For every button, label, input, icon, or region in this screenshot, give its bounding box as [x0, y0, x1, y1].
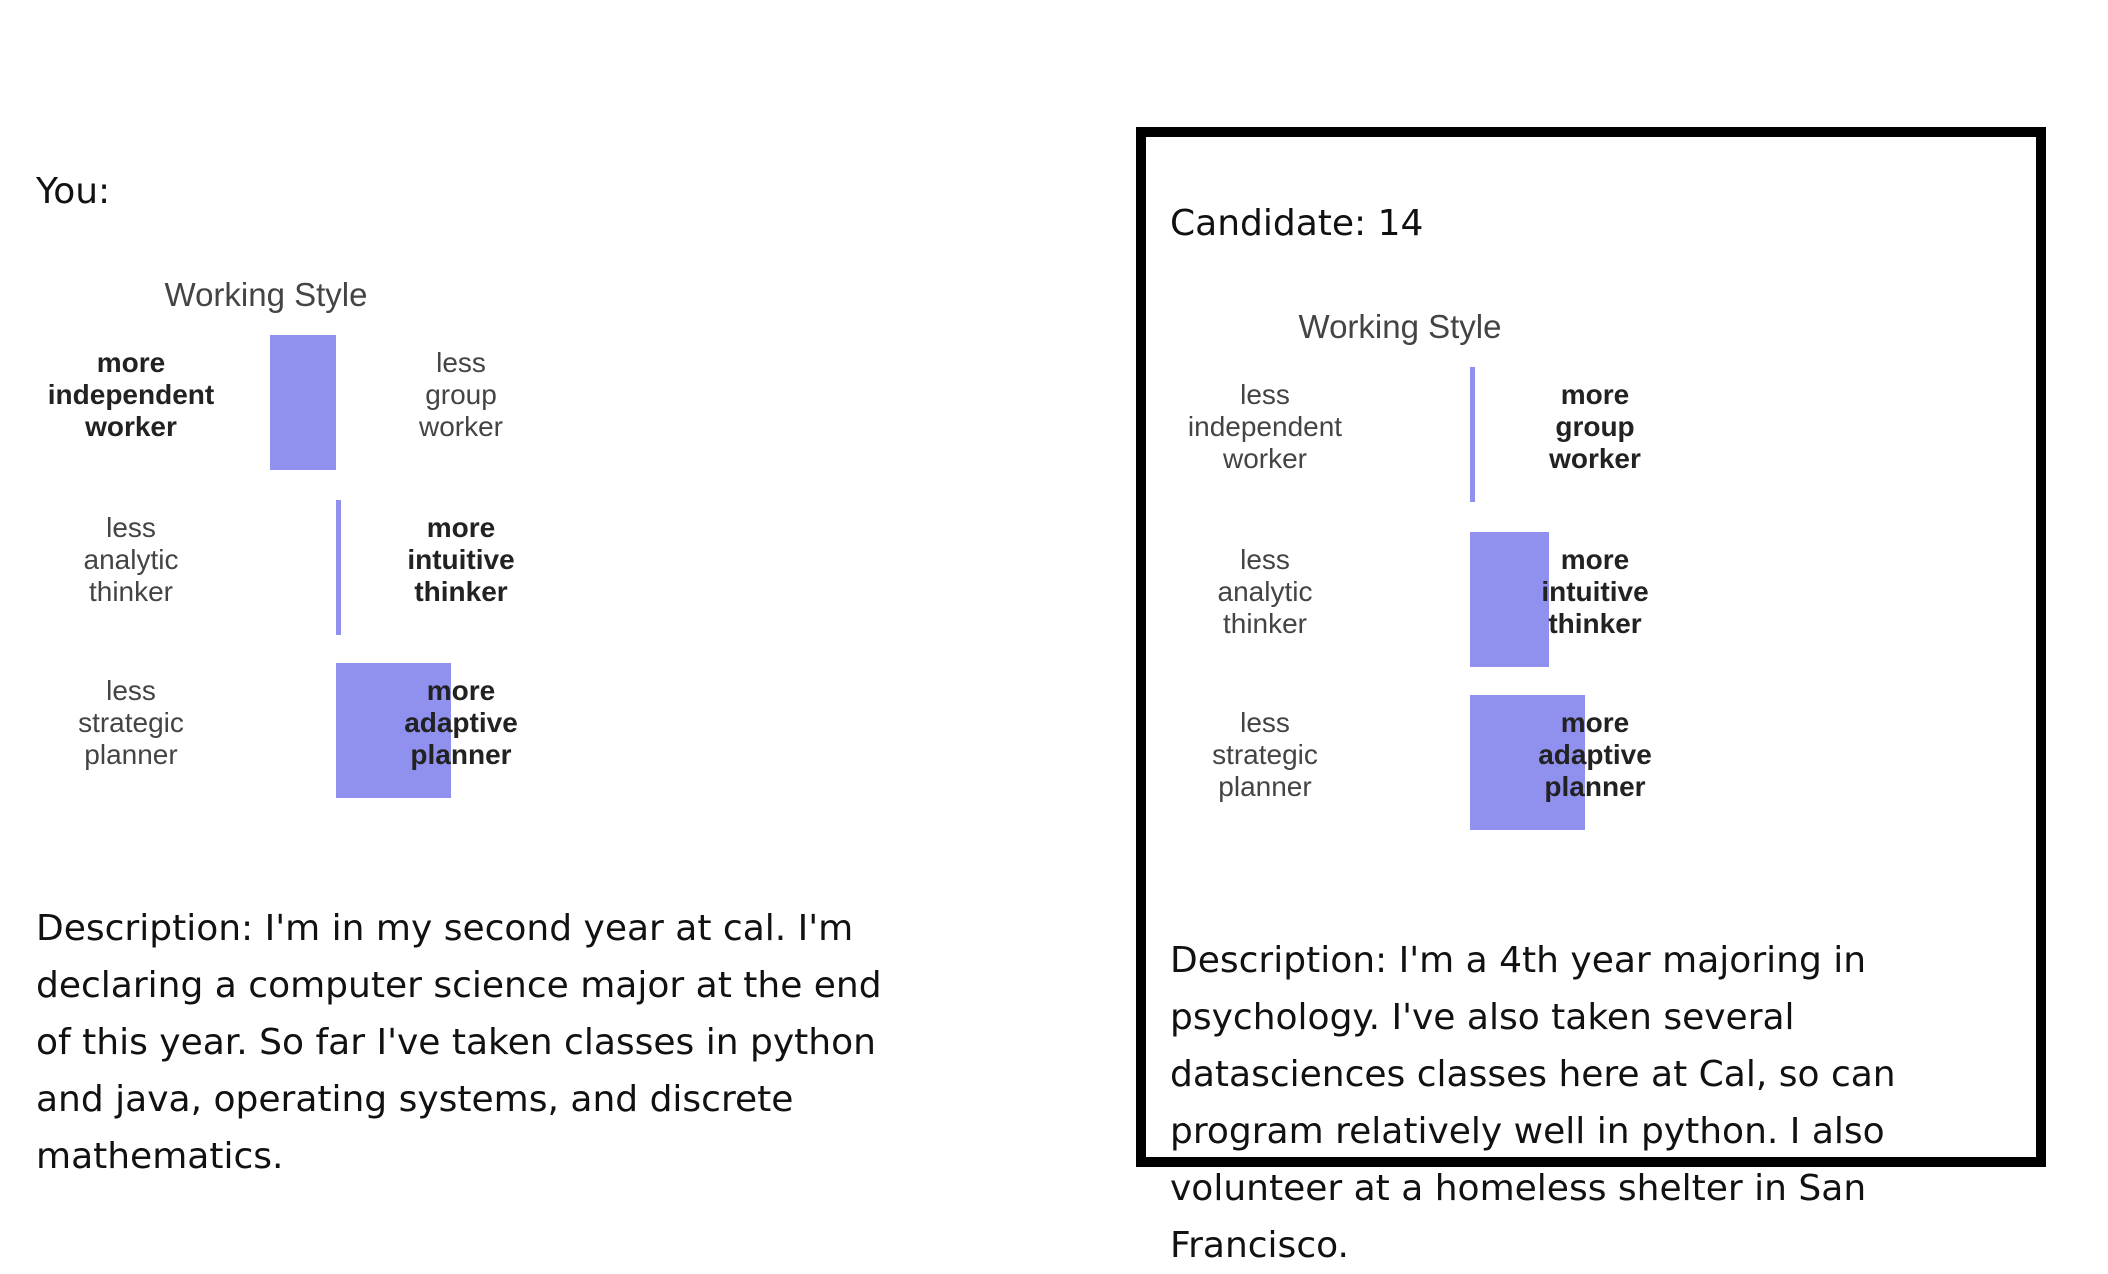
working-style-row: more independent worker less group worker: [36, 335, 636, 470]
row-right-label: more adaptive planner: [1538, 707, 1652, 802]
row-left-label: less analytic thinker: [83, 512, 179, 607]
row-left-label: less analytic thinker: [1217, 544, 1313, 639]
candidate-chart-title: Working Style: [1298, 308, 1502, 345]
row-bar: [336, 663, 451, 798]
row-bar: [1470, 367, 1475, 502]
you-panel: You: Working Style more independent work…: [0, 0, 1120, 1177]
row-bar-track: [261, 335, 501, 470]
row-right-label: less group worker: [418, 347, 503, 442]
row-bar: [1470, 532, 1550, 667]
row-bar-track: [1395, 367, 1635, 502]
row-right-label: more group worker: [1549, 379, 1641, 474]
working-style-row: less strategic planner more adaptive plan…: [36, 663, 636, 798]
row-right-label: more intuitive thinker: [407, 512, 515, 607]
row-left-label: more independent worker: [47, 347, 215, 442]
row-bar-track: [1395, 695, 1635, 830]
candidate-description: Description: I'm a 4th year majoring in …: [1170, 940, 1896, 1266]
you-chart-title: Working Style: [164, 276, 368, 313]
working-style-row: less independent worker more group worker: [1170, 367, 1770, 502]
working-style-row: less strategic planner more adaptive plan…: [1170, 695, 1770, 830]
working-style-row: less analytic thinker more intuitive thin…: [36, 500, 636, 635]
working-style-row: less analytic thinker more intuitive thin…: [1170, 532, 1770, 667]
you-description: Description: I'm in my second year at ca…: [36, 908, 882, 1177]
row-bar-track: [261, 500, 501, 635]
row-right-label: more intuitive thinker: [1541, 544, 1649, 639]
row-bar-track: [261, 663, 501, 798]
row-left-label: less strategic planner: [78, 675, 184, 770]
candidate-working-style-chart: Working Style less independent worker mor…: [1170, 302, 1770, 862]
row-bar: [336, 500, 341, 635]
candidate-panel: Candidate: 14 Working Style less indepen…: [1136, 127, 2046, 1266]
you-working-style-chart: Working Style more independent worker les…: [36, 270, 636, 830]
row-bar-track: [1395, 532, 1635, 667]
candidate-heading: Candidate: 14: [1170, 203, 1424, 244]
row-left-label: less strategic planner: [1212, 707, 1318, 802]
you-heading: You:: [36, 171, 111, 212]
row-bar: [269, 335, 336, 470]
row-left-label: less independent worker: [1187, 379, 1343, 474]
row-right-label: more adaptive planner: [404, 675, 518, 770]
row-bar: [1470, 695, 1585, 830]
